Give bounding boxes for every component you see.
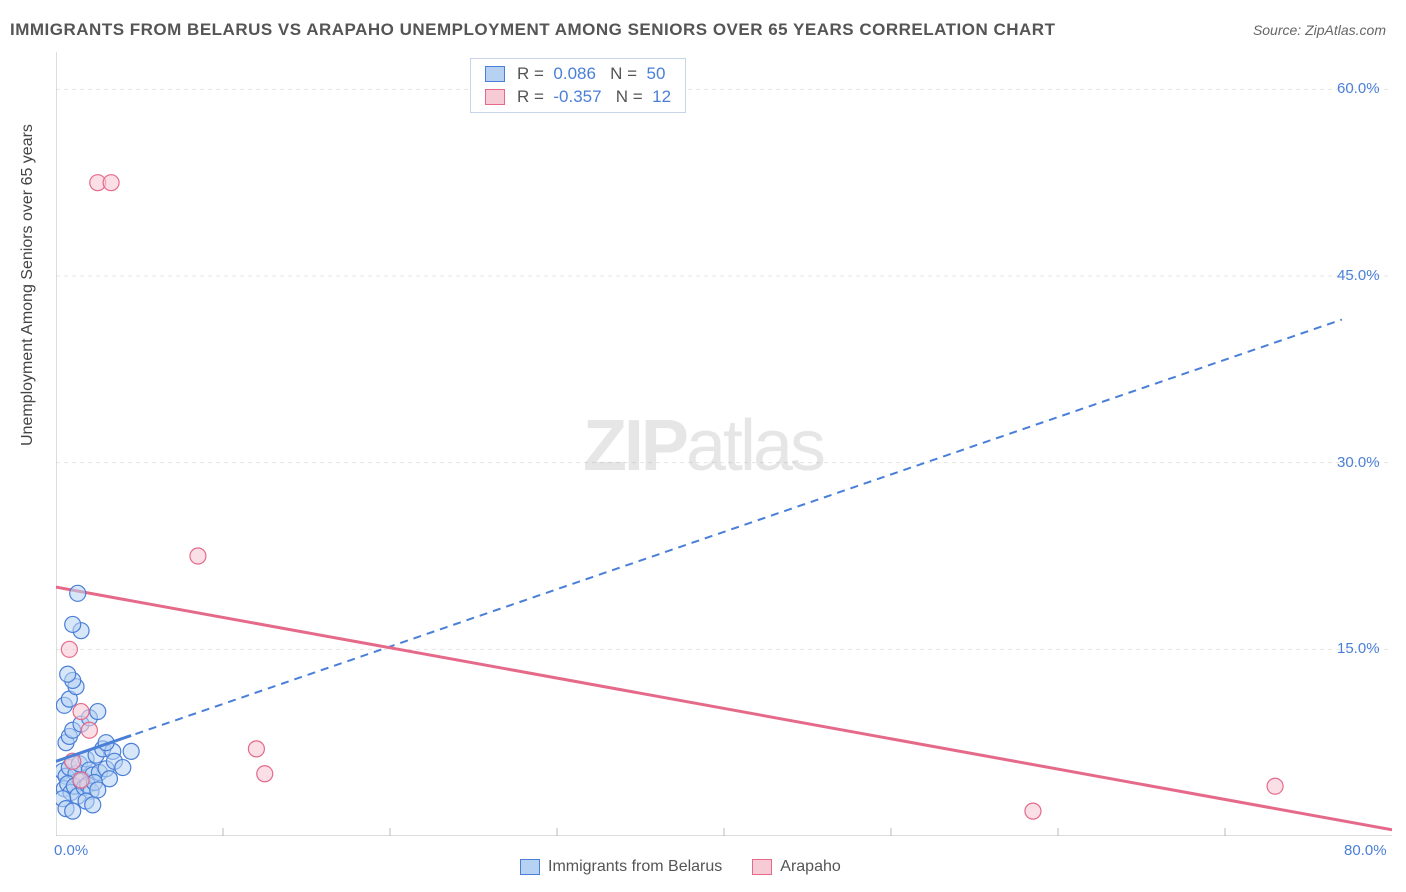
y-tick-label: 45.0% [1337, 267, 1380, 284]
plot-svg [56, 52, 1392, 836]
y-axis-label: Unemployment Among Seniors over 65 years [19, 124, 37, 446]
series-legend: Immigrants from Belarus Arapaho [520, 858, 841, 876]
chart-container: IMMIGRANTS FROM BELARUS VS ARAPAHO UNEMP… [0, 0, 1406, 892]
y-tick-label: 15.0% [1337, 640, 1380, 657]
series-legend-label: Arapaho [780, 858, 841, 876]
y-tick-label: 30.0% [1337, 454, 1380, 471]
x-tick-label: 0.0% [54, 842, 88, 859]
legend-swatch [520, 859, 540, 875]
y-tick-label: 60.0% [1337, 80, 1380, 97]
chart-title: IMMIGRANTS FROM BELARUS VS ARAPAHO UNEMP… [10, 20, 1055, 40]
legend-stats: R = 0.086 N = 50 [517, 64, 665, 84]
legend-swatch [485, 89, 505, 105]
legend-swatch [752, 859, 772, 875]
series-legend-item: Arapaho [752, 858, 841, 876]
correlation-legend: R = 0.086 N = 50 R = -0.357 N = 12 [470, 58, 686, 113]
x-tick-label: 80.0% [1344, 842, 1387, 859]
series-legend-item: Immigrants from Belarus [520, 858, 722, 876]
correlation-legend-row: R = -0.357 N = 12 [485, 87, 671, 107]
series-legend-label: Immigrants from Belarus [548, 858, 722, 876]
source-citation: Source: ZipAtlas.com [1253, 22, 1386, 38]
legend-stats: R = -0.357 N = 12 [517, 87, 671, 107]
legend-swatch [485, 66, 505, 82]
correlation-legend-row: R = 0.086 N = 50 [485, 64, 671, 84]
